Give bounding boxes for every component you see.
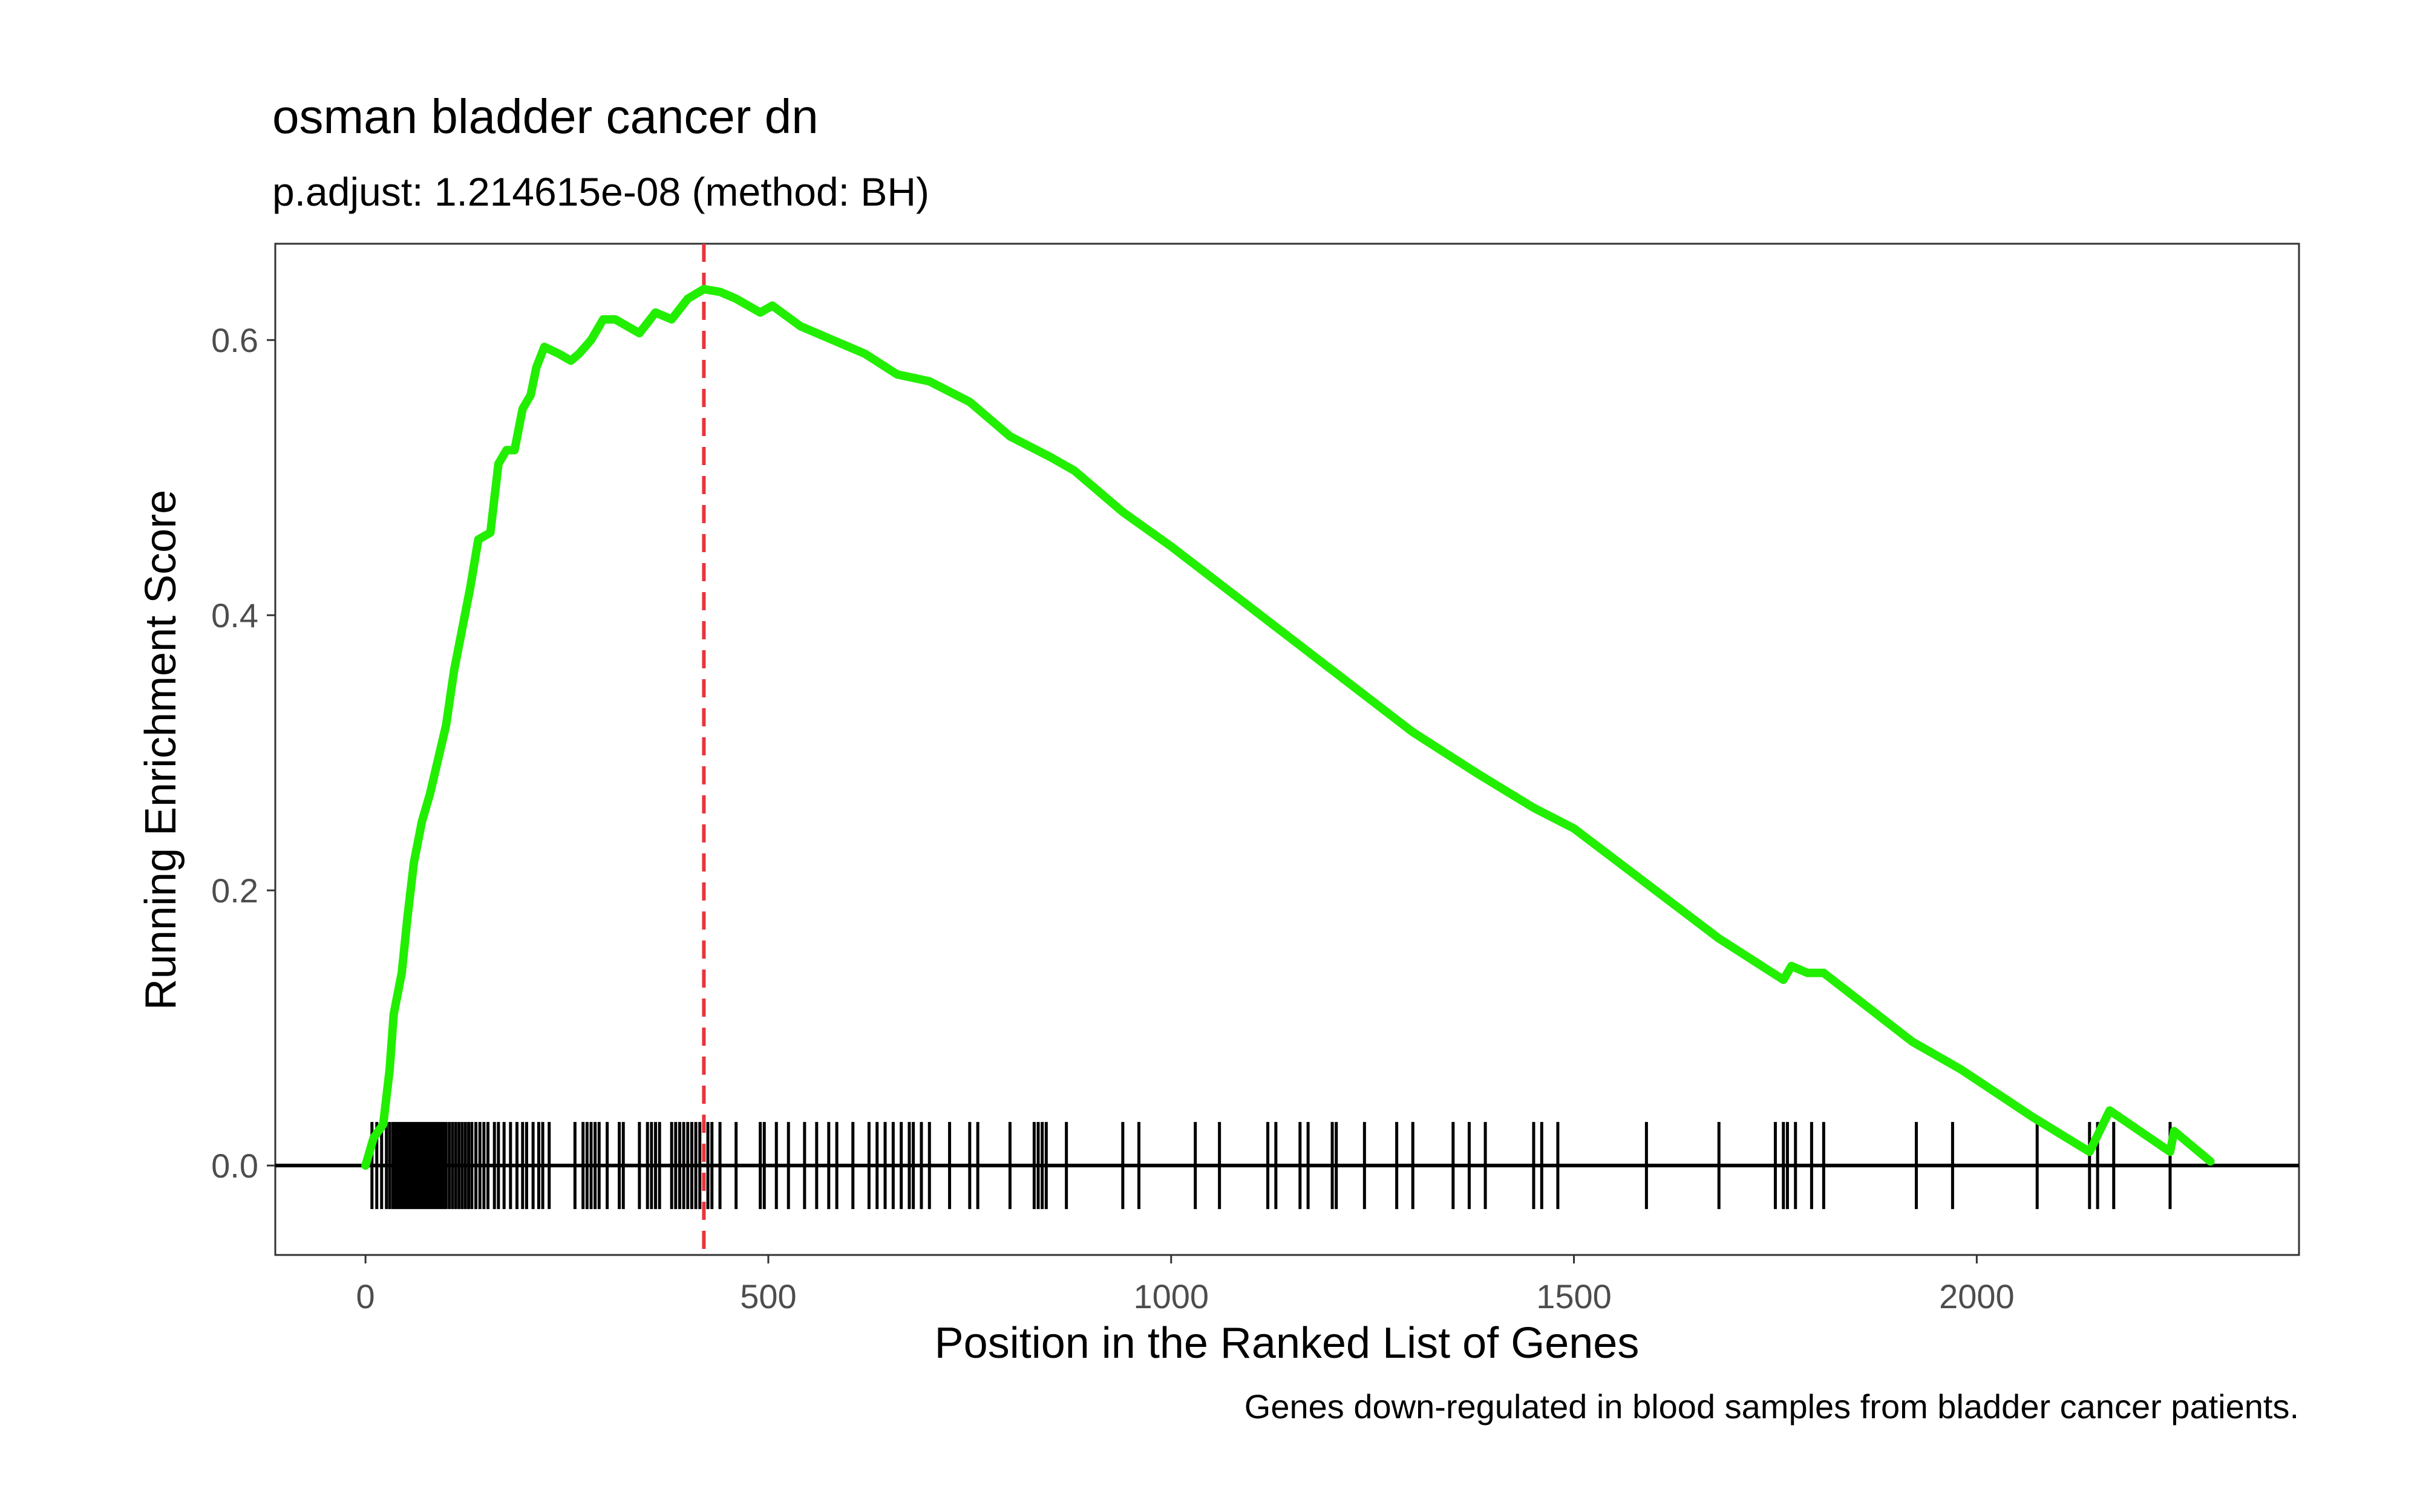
x-axis: 0 500 1000 1500 2000 bbox=[356, 1255, 2015, 1315]
chart-caption: Genes down-regulated in blood samples fr… bbox=[1244, 1387, 2299, 1426]
chart-subtitle: p.adjust: 1.214615e-08 (method: BH) bbox=[272, 169, 929, 214]
gene-hit-ticks bbox=[370, 1122, 2172, 1210]
x-tick-label: 0 bbox=[356, 1277, 375, 1315]
y-tick-label: 0.4 bbox=[211, 596, 258, 634]
y-axis-label: Running Enrichment Score bbox=[137, 490, 185, 1010]
plot-panel bbox=[274, 243, 2300, 1256]
x-tick-label: 500 bbox=[740, 1277, 796, 1315]
x-axis-label: Position in the Ranked List of Genes bbox=[935, 1319, 1640, 1367]
x-tick-label: 1000 bbox=[1133, 1277, 1209, 1315]
y-tick-label: 0.0 bbox=[211, 1147, 258, 1185]
y-tick-label: 0.2 bbox=[211, 872, 258, 910]
chart-title: osman bladder cancer dn bbox=[272, 90, 819, 143]
running-score-line bbox=[361, 285, 2215, 1170]
x-tick-label: 1500 bbox=[1536, 1277, 1612, 1315]
y-tick-label: 0.6 bbox=[211, 321, 258, 359]
x-tick-label: 2000 bbox=[1939, 1277, 2015, 1315]
y-axis: 0.0 0.2 0.4 0.6 bbox=[211, 321, 275, 1185]
